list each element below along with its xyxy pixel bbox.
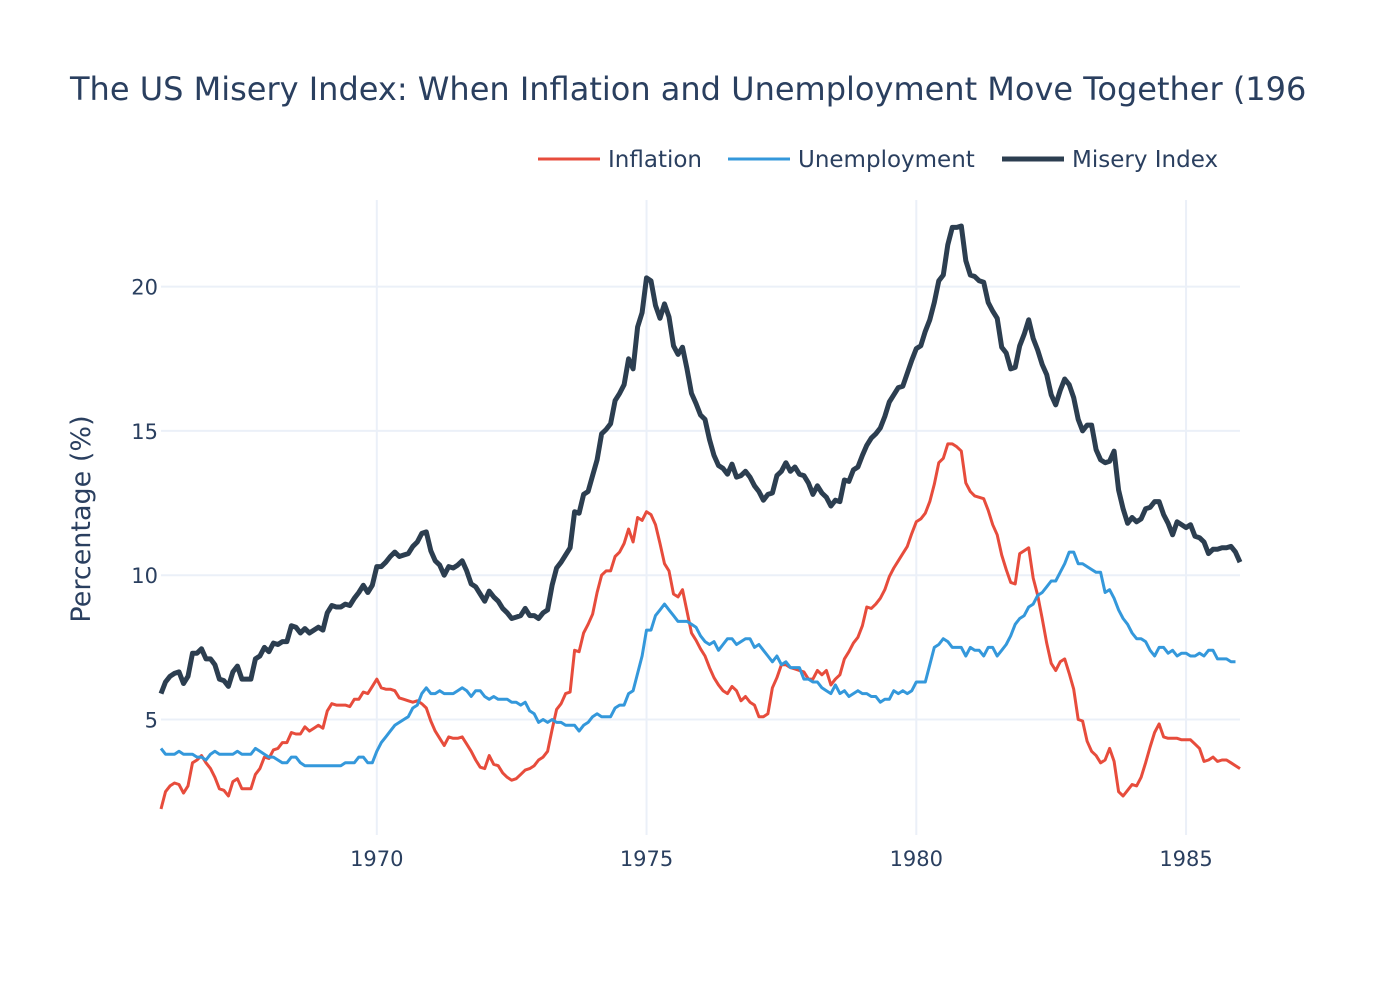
gridlines: [161, 200, 1240, 835]
x-tick-label: 1980: [890, 847, 943, 871]
chart-title: The US Misery Index: When Inflation and …: [69, 70, 1306, 108]
series-lines: [158, 223, 1243, 810]
legend-item-misery-index[interactable]: Misery Index: [1002, 147, 1218, 173]
y-tick-label: 10: [131, 564, 158, 588]
inflation-line: [159, 442, 1241, 810]
y-axis-ticks: 5 10 15 20: [131, 276, 158, 733]
legend-label: Inflation: [608, 147, 702, 173]
x-tick-label: 1975: [620, 847, 673, 871]
legend-label: Unemployment: [798, 147, 975, 173]
misery-index-line: [158, 223, 1243, 695]
unemployment-line: [159, 550, 1236, 768]
legend[interactable]: Inflation Unemployment Misery Index: [538, 147, 1218, 173]
y-tick-label: 20: [131, 276, 158, 300]
y-tick-label: 5: [145, 709, 158, 733]
x-tick-label: 1970: [350, 847, 403, 871]
legend-item-inflation[interactable]: Inflation: [538, 147, 702, 173]
x-axis-ticks: 1970 1975 1980 1985: [350, 847, 1213, 871]
y-tick-label: 15: [131, 420, 158, 444]
x-tick-label: 1985: [1159, 847, 1212, 871]
legend-item-unemployment[interactable]: Unemployment: [728, 147, 975, 173]
legend-label: Misery Index: [1072, 147, 1218, 173]
y-axis-label: Percentage (%): [66, 415, 97, 622]
